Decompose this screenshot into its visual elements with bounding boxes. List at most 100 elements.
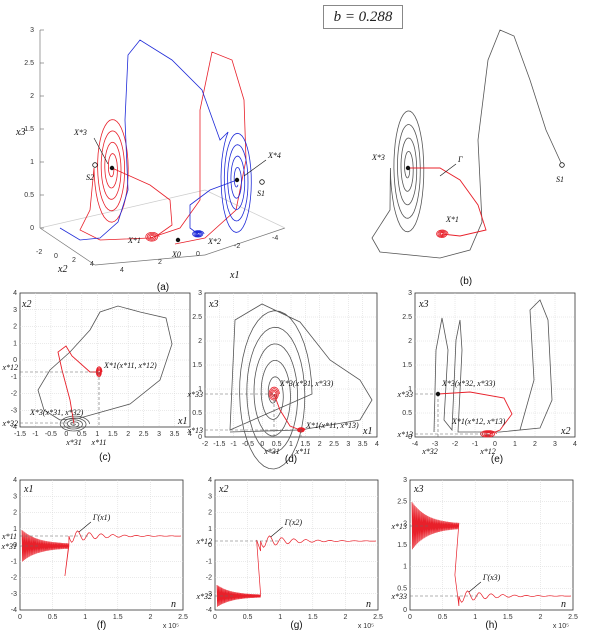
f-red-series bbox=[21, 529, 182, 577]
g-x-exp: x 10⁵ bbox=[358, 623, 374, 630]
h-y-tick-label: 1.5 bbox=[397, 542, 407, 549]
f-x-tick-label: 1.5 bbox=[113, 614, 123, 621]
a-label-s2: S2 bbox=[86, 173, 94, 182]
g-y-tick-label: -2 bbox=[206, 575, 212, 582]
d-annot-x3: X*3(x*31, x*33) bbox=[279, 379, 334, 388]
c-y-tick-label: -4 bbox=[11, 424, 17, 431]
e-gray-orbit bbox=[433, 299, 553, 433]
d-label-x33: x*33 bbox=[186, 390, 203, 399]
g-y-tick-label: 2 bbox=[208, 510, 212, 517]
h-y-tick-label: 2.5 bbox=[397, 499, 407, 506]
c-x-tick-label: 4 bbox=[188, 431, 192, 438]
f-x-exp: x 10⁵ bbox=[163, 623, 179, 630]
e-y-tick-label: 1.5 bbox=[402, 362, 412, 369]
g-x-tick-label: 1.5 bbox=[308, 614, 318, 621]
f-y-tick-label: -1 bbox=[11, 558, 17, 565]
d-y-tick-label: 2 bbox=[198, 338, 202, 345]
e-x-tick-label: 2 bbox=[533, 441, 537, 448]
a-z-tick-label: 0 bbox=[30, 225, 34, 232]
a-x2-axis-line bbox=[39, 227, 96, 266]
f-x-tick-label: 0.5 bbox=[48, 614, 58, 621]
a-arrow-x4 bbox=[243, 159, 267, 177]
d-y-tick-label: 0.5 bbox=[192, 410, 202, 417]
d-y-axis-label: x3 bbox=[208, 299, 218, 310]
e-y-tick-label: 1 bbox=[408, 386, 412, 393]
d-x-tick-label: 1 bbox=[289, 441, 293, 448]
a-x1-tick-label: 4 bbox=[120, 267, 124, 274]
c-annot-x1: X*1(x*11, x*12) bbox=[103, 361, 157, 370]
d-x-tick-label: 4 bbox=[375, 441, 379, 448]
a-x1-axis-label: x1 bbox=[229, 270, 239, 281]
e-label-x12: x*12 bbox=[479, 447, 496, 456]
f-y-tick-label: 4 bbox=[13, 477, 17, 484]
a-point-s2 bbox=[92, 162, 98, 168]
e-y-tick-label: 2 bbox=[408, 338, 412, 345]
g-red-series bbox=[216, 535, 377, 607]
g-y-tick-label: 4 bbox=[208, 477, 212, 484]
g-x-tick-label: 2.5 bbox=[373, 614, 383, 621]
h-y-tick-label: 0 bbox=[403, 607, 407, 614]
e-x-axis-label: x2 bbox=[560, 426, 570, 437]
h-y-tick-label: 0.5 bbox=[397, 585, 407, 592]
e-red-gamma bbox=[437, 391, 513, 435]
e-annot-x1: X*1(x*12, x*13) bbox=[451, 417, 506, 426]
c-y-tick-label: 1 bbox=[13, 340, 17, 347]
f-y-tick-label: 2 bbox=[13, 510, 17, 517]
a-blue-orbit bbox=[59, 39, 252, 241]
h-y-tick-label: 2 bbox=[403, 520, 407, 527]
h-x-exp: x 10⁵ bbox=[553, 623, 569, 630]
c-x-tick-label: -1.5 bbox=[14, 431, 26, 438]
a-x1-tick-label: 2 bbox=[158, 259, 162, 266]
a-x1-tick-label: -2 bbox=[234, 243, 240, 250]
c-x-axis-label: x1 bbox=[177, 416, 187, 427]
a-point-x3 bbox=[109, 165, 115, 171]
e-y-axis-label: x3 bbox=[418, 299, 428, 310]
a-point-x0 bbox=[175, 237, 181, 243]
b-panel-label: (b) bbox=[460, 276, 472, 287]
c-y-tick-label: 0 bbox=[13, 357, 17, 364]
d-y-tick-label: 3 bbox=[198, 290, 202, 297]
b-arrow-gamma bbox=[439, 163, 457, 177]
h-red-series bbox=[411, 501, 572, 607]
b-label-x1-star: X*1 bbox=[445, 215, 459, 224]
f-curve-label: Γ(x1) bbox=[92, 513, 111, 522]
b-point-x3 bbox=[405, 165, 411, 171]
h-panel-label: (h) bbox=[485, 620, 497, 631]
b-label-gamma: Γ bbox=[457, 155, 463, 164]
a-x2-axis-label: x2 bbox=[57, 264, 67, 275]
d-x-tick-label: 3.5 bbox=[358, 441, 368, 448]
f-y-tick-label: -3 bbox=[11, 591, 17, 598]
g-y-tick-label: -1 bbox=[206, 558, 212, 565]
d-gray-orbit bbox=[229, 303, 373, 470]
a-x2-tick-label: 2 bbox=[72, 257, 76, 264]
e-annot-x3: X*3(x*32, x*33) bbox=[441, 379, 496, 388]
d-x-tick-label: 0 bbox=[260, 441, 264, 448]
a-z-tick-label: 2.5 bbox=[24, 60, 34, 67]
c-x-tick-label: 0.5 bbox=[77, 431, 87, 438]
c-label-x31: x*31 bbox=[65, 438, 82, 447]
a-z-tick-label: 1 bbox=[30, 159, 34, 166]
g-x-tick-label: 1 bbox=[278, 614, 282, 621]
f-label-post: x*11 bbox=[1, 532, 17, 541]
a-label-x2-star: X*2 bbox=[207, 237, 221, 246]
c-y-tick-label: -3 bbox=[11, 407, 17, 414]
h-x-tick-label: 1 bbox=[473, 614, 477, 621]
g-label-post: x*12 bbox=[195, 537, 212, 546]
e-point-x3 bbox=[435, 391, 441, 397]
a-red-connector bbox=[111, 167, 173, 238]
a-z-tick-label: 1.5 bbox=[24, 126, 34, 133]
e-y-tick-label: 0 bbox=[408, 434, 412, 441]
a-blue-connector bbox=[189, 179, 238, 235]
a-panel-label: (a) bbox=[157, 282, 169, 293]
h-y-axis-label: x3 bbox=[413, 484, 423, 495]
g-y-tick-label: -4 bbox=[206, 607, 212, 614]
e-x-tick-label: 4 bbox=[573, 441, 577, 448]
c-x-tick-label: 1.5 bbox=[108, 431, 118, 438]
b-label-s1: S1 bbox=[556, 175, 564, 184]
f-y-tick-label: 3 bbox=[13, 493, 17, 500]
g-y-tick-label: 0 bbox=[208, 542, 212, 549]
h-label-pre: x*13 bbox=[390, 522, 407, 531]
d-red-gamma bbox=[273, 393, 301, 431]
f-panel-label: (f) bbox=[97, 620, 106, 631]
